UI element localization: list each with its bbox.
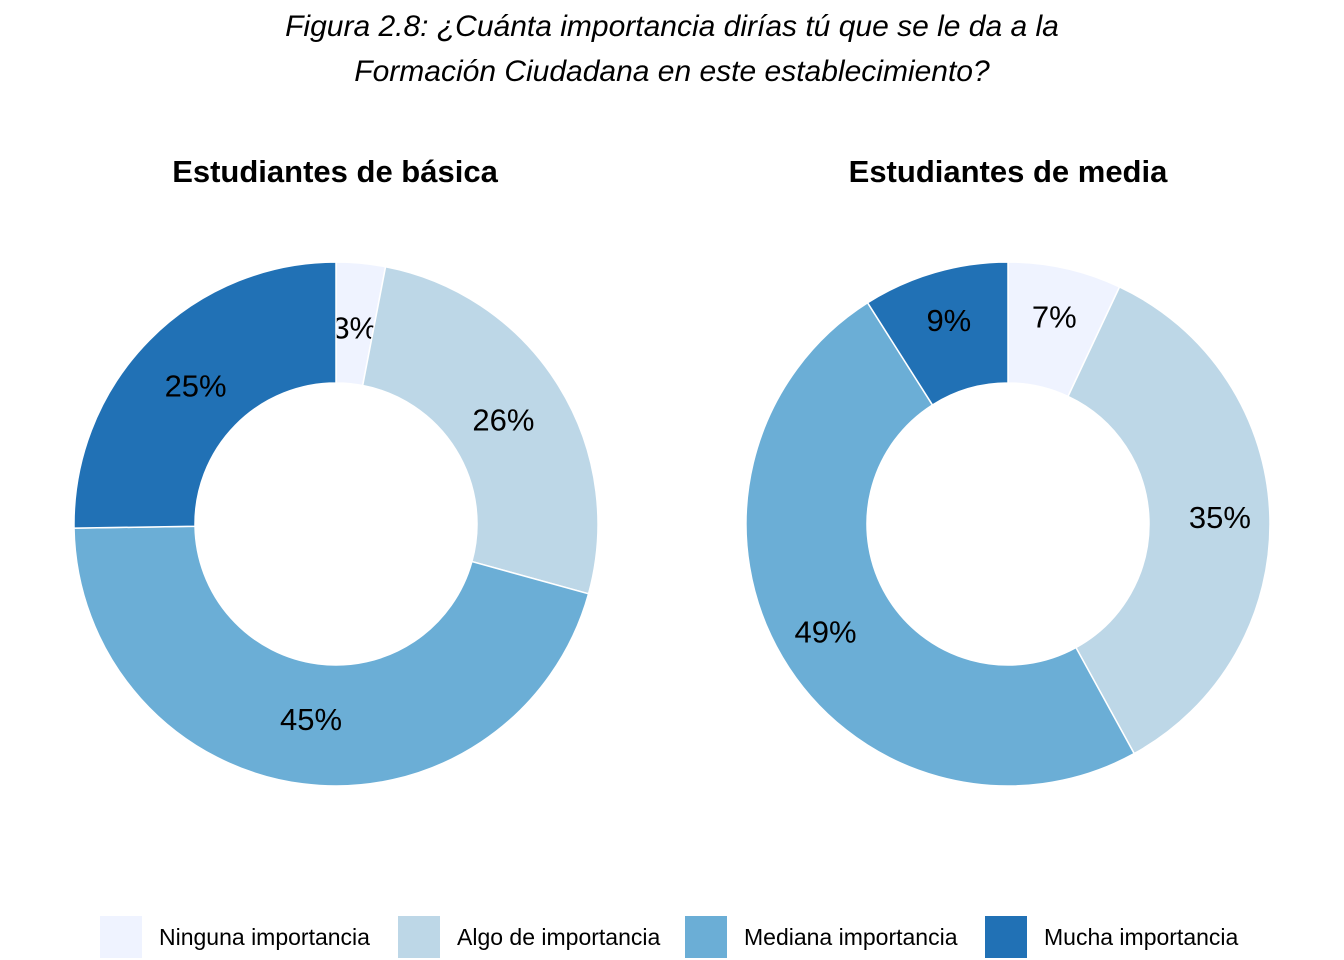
legend: Ninguna importancia Algo de importancia …	[0, 915, 1344, 959]
donut-slice-algo	[361, 265, 599, 595]
donut-slice-algo	[1067, 285, 1271, 755]
slice-label-mediana: 49%	[794, 614, 856, 649]
legend-item-ninguna: Ninguna importancia	[100, 915, 370, 959]
chart-title-media: Estudiantes de media	[848, 154, 1168, 189]
legend-label: Mucha importancia	[1044, 923, 1239, 950]
donut-chart-basica: 3% 26% 45% 25%	[73, 261, 599, 787]
donut-slice-mediana	[73, 525, 590, 787]
slice-label-ninguna: 3%	[332, 310, 377, 345]
donut-chart-media: 7% 35% 49% 9%	[745, 261, 1271, 787]
legend-swatch	[398, 916, 440, 958]
figure-title-line-1: Figura 2.8: ¿Cuánta importancia dirías t…	[285, 10, 1059, 43]
legend-label: Mediana importancia	[744, 923, 958, 950]
legend-swatch	[100, 916, 142, 958]
slice-label-ninguna: 7%	[1032, 300, 1077, 335]
donut-slice-mucha	[73, 261, 337, 529]
legend-item-mediana: Mediana importancia	[685, 915, 958, 959]
slice-label-mucha: 9%	[926, 303, 971, 338]
figure-title-line-2: Formación Ciudadana en este establecimie…	[354, 55, 990, 88]
slice-label-algo: 35%	[1189, 500, 1251, 535]
legend-swatch	[985, 916, 1027, 958]
legend-label: Ninguna importancia	[159, 923, 370, 950]
figure-title: Figura 2.8: ¿Cuánta importancia dirías t…	[0, 4, 1344, 94]
legend-item-algo: Algo de importancia	[398, 915, 660, 959]
slice-label-mucha: 25%	[165, 368, 227, 403]
chart-title-basica: Estudiantes de básica	[172, 154, 498, 189]
legend-label: Algo de importancia	[457, 923, 661, 950]
slice-label-mediana: 45%	[280, 702, 342, 737]
slice-label-algo: 26%	[472, 403, 534, 438]
legend-swatch	[685, 916, 727, 958]
donut-slice-mucha	[866, 261, 1009, 406]
legend-item-mucha: Mucha importancia	[985, 915, 1238, 959]
donut-slice-mediana	[745, 301, 1136, 787]
